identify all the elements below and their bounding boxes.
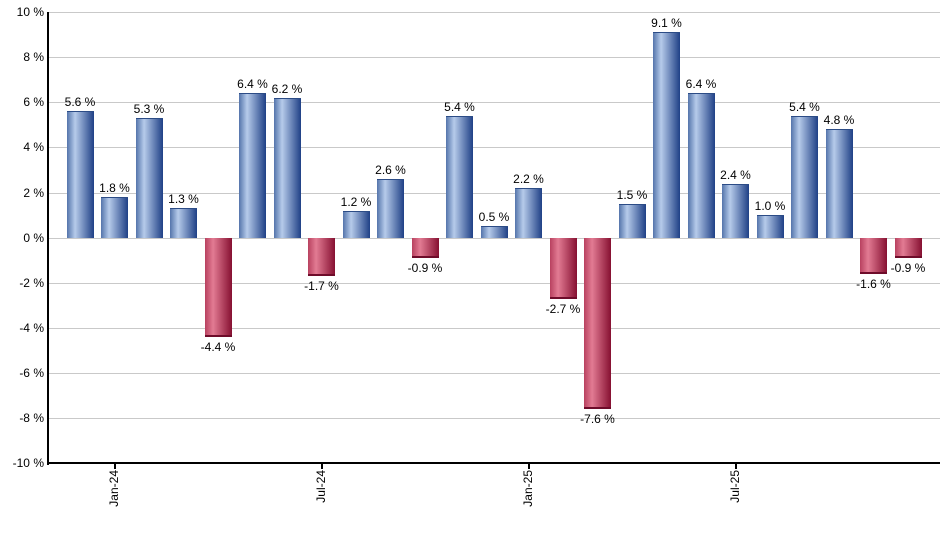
x-axis-tick-label: Jul-24 bbox=[313, 470, 328, 503]
y-axis-tick-label: 10 % bbox=[16, 5, 44, 19]
gridline bbox=[49, 418, 940, 420]
positive-bar bbox=[342, 210, 370, 238]
gridline bbox=[49, 147, 940, 149]
y-axis-tick-label: 4 % bbox=[23, 140, 44, 155]
bar-value-label: -1.6 % bbox=[856, 276, 891, 291]
y-axis-tick-label: 8 % bbox=[23, 50, 44, 65]
gridline bbox=[49, 57, 940, 59]
positive-bar bbox=[515, 188, 542, 238]
gridline bbox=[49, 102, 940, 104]
positive-bar bbox=[480, 226, 508, 238]
bar-value-label: -0.9 % bbox=[407, 261, 443, 275]
bar-value-label: -7.6 % bbox=[580, 412, 615, 427]
bar-value-label: 5.3 % bbox=[133, 102, 165, 117]
negative-bar bbox=[549, 237, 577, 299]
negative-bar bbox=[204, 237, 232, 337]
x-axis-tick bbox=[734, 464, 737, 470]
positive-bar bbox=[825, 129, 853, 238]
x-axis-tick bbox=[113, 464, 116, 470]
gridline bbox=[49, 373, 940, 374]
positive-bar bbox=[135, 118, 163, 238]
bar-value-label: 2.6 % bbox=[375, 163, 406, 177]
y-axis-tick-label: -8 % bbox=[19, 411, 44, 426]
bar-value-label: 2.4 % bbox=[720, 167, 751, 182]
x-axis-tick-label: Jan-25 bbox=[520, 470, 535, 507]
positive-bar bbox=[618, 203, 646, 238]
bar-value-label: 5.4 % bbox=[789, 99, 820, 114]
gridline bbox=[49, 237, 940, 239]
positive-bar bbox=[377, 179, 404, 238]
gridline bbox=[49, 327, 940, 329]
negative-bar bbox=[584, 237, 611, 410]
negative-bar bbox=[308, 237, 335, 277]
positive-bar bbox=[101, 197, 128, 238]
positive-bar bbox=[66, 111, 94, 238]
gridline bbox=[49, 12, 940, 13]
bar-value-label: 6.4 % bbox=[237, 77, 268, 92]
bar-value-label: -0.9 % bbox=[890, 261, 926, 275]
bar-value-label: 1.0 % bbox=[754, 199, 786, 214]
y-axis-tick-label: -2 % bbox=[19, 275, 44, 290]
x-axis-tick-label: Jul-25 bbox=[727, 470, 742, 503]
bar-value-label: 5.6 % bbox=[64, 95, 96, 110]
bar-value-label: -1.7 % bbox=[304, 279, 339, 293]
y-axis-tick-label: -10 % bbox=[12, 456, 44, 471]
bar-value-label: 6.2 % bbox=[271, 81, 303, 96]
positive-bar bbox=[722, 183, 749, 238]
positive-bar bbox=[653, 32, 680, 238]
gridline bbox=[49, 192, 940, 194]
bar-value-label: 0.5 % bbox=[478, 210, 510, 225]
bar-value-label: 1.3 % bbox=[168, 192, 199, 207]
bar-value-label: 2.2 % bbox=[513, 172, 544, 186]
negative-bar bbox=[411, 237, 439, 258]
y-axis-tick-label: -6 % bbox=[19, 366, 44, 380]
y-axis-tick-label: -4 % bbox=[19, 320, 44, 335]
gridline bbox=[49, 282, 940, 284]
positive-bar bbox=[756, 215, 784, 238]
bar-value-label: 1.5 % bbox=[616, 187, 648, 202]
y-axis-tick-label: 0 % bbox=[23, 230, 44, 245]
positive-bar bbox=[791, 115, 818, 238]
bar-value-label: -4.4 % bbox=[200, 339, 236, 354]
bar-value-label: 5.4 % bbox=[444, 99, 475, 114]
x-axis-tick-label: Jan-24 bbox=[106, 470, 121, 507]
positive-bar bbox=[170, 208, 197, 238]
y-axis-line bbox=[47, 12, 49, 466]
positive-bar bbox=[239, 93, 266, 238]
x-axis-tick bbox=[527, 464, 530, 470]
y-axis-tick-label: 2 % bbox=[23, 185, 44, 200]
bar-value-label: 1.8 % bbox=[99, 181, 130, 195]
negative-bar bbox=[894, 237, 922, 258]
bar-value-label: -2.7 % bbox=[545, 301, 581, 316]
negative-bar bbox=[860, 237, 887, 274]
bar-value-label: 1.2 % bbox=[340, 194, 372, 209]
positive-bar bbox=[687, 93, 715, 238]
bar-value-label: 9.1 % bbox=[651, 16, 682, 31]
x-axis-line bbox=[47, 462, 940, 465]
bar-value-label: 6.4 % bbox=[685, 77, 717, 92]
x-axis-tick bbox=[320, 464, 323, 470]
y-axis-tick-label: 6 % bbox=[23, 95, 44, 110]
positive-bar bbox=[273, 97, 301, 238]
bar-value-label: 4.8 % bbox=[823, 113, 855, 128]
positive-bar bbox=[446, 115, 473, 238]
